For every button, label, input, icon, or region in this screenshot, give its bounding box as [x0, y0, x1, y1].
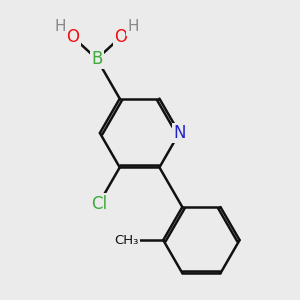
Text: B: B: [91, 50, 103, 68]
Text: CH₃: CH₃: [114, 234, 139, 247]
Text: H: H: [55, 19, 66, 34]
Text: O: O: [114, 28, 127, 46]
Text: O: O: [67, 28, 80, 46]
Text: H: H: [128, 19, 139, 34]
Text: N: N: [173, 124, 185, 142]
Text: Cl: Cl: [91, 194, 107, 212]
